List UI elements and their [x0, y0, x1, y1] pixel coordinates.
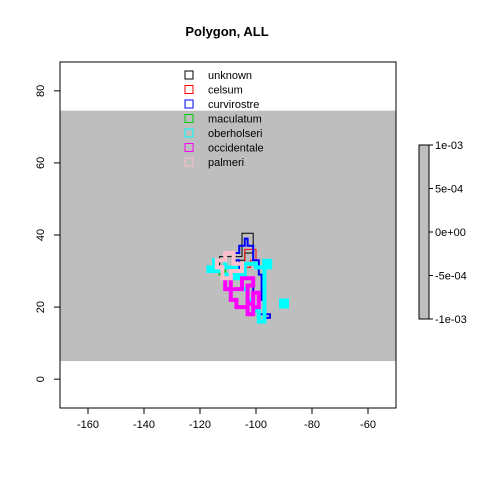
range-polygon-palmeri	[214, 251, 244, 281]
plot-area	[59, 61, 397, 409]
legend-label-unknown: unknown	[208, 70, 252, 82]
legend-swatch-palmeri	[184, 157, 194, 167]
y-tick-label: 0	[35, 376, 47, 382]
colorbar-bar	[418, 144, 430, 320]
x-tick-label: -80	[304, 419, 320, 431]
legend-label-oberholseri: oberholseri	[208, 128, 262, 140]
legend-swatch-celsum	[184, 85, 194, 94]
legend-swatch-oberholseri	[184, 128, 194, 138]
colorbar-tick-label: 1e-03	[435, 140, 463, 152]
y-tick-label: 80	[35, 85, 47, 97]
y-tick-label: 60	[35, 157, 47, 169]
colorbar: 1e-03 5e-04 0e+00 -5e-04 -1e-03	[418, 140, 467, 326]
legend-swatch-curvirostre	[184, 99, 194, 109]
legend: unknown celsum curvirostre maculatum oberhol…	[184, 70, 264, 169]
y-axis: 0 20 40 60 80	[35, 85, 61, 382]
legend-label-maculatum: maculatum	[208, 114, 262, 126]
x-tick-label: -140	[133, 419, 155, 431]
x-tick-label: -160	[77, 419, 99, 431]
range-polygon-oberholseri	[206, 258, 272, 324]
legend-swatch-occidentale	[184, 143, 194, 152]
x-tick-label: -60	[360, 419, 376, 431]
legend-label-palmeri: palmeri	[208, 157, 244, 169]
x-tick-label: -100	[245, 419, 267, 431]
colorbar-tick-label: 5e-04	[435, 184, 463, 196]
chart-title: Polygon, ALL	[185, 24, 268, 39]
range-patch-oberholseri	[262, 258, 273, 269]
colorbar-tick-label: -5e-04	[435, 271, 467, 283]
range-patch-oberholseri	[279, 298, 289, 309]
range-polygon-occidentale	[223, 276, 261, 317]
legend-label-occidentale: occidentale	[208, 143, 264, 155]
legend-label-curvirostre: curvirostre	[208, 99, 259, 111]
x-axis: -160 -140 -120 -100 -80 -60	[77, 407, 376, 431]
legend-label-celsum: celsum	[208, 85, 243, 97]
x-tick-label: -120	[189, 419, 211, 431]
background-band	[60, 110, 396, 362]
colorbar-tick-label: 0e+00	[435, 227, 466, 239]
legend-swatch-maculatum	[184, 114, 194, 123]
colorbar-tick-label: -1e-03	[435, 314, 467, 326]
y-tick-label: 20	[35, 301, 47, 313]
legend-swatch-unknown	[184, 70, 194, 80]
y-tick-label: 40	[35, 229, 47, 241]
